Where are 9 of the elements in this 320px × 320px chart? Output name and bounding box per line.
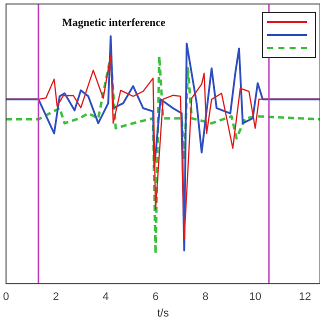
x-tick-label: 8 [202, 291, 208, 304]
x-tick-label: 12 [298, 291, 312, 304]
x-tick-label: 0 [2, 291, 10, 304]
text: Magnetic interference [62, 17, 166, 29]
x-tick-label: 4 [102, 291, 109, 304]
x-tick-label: 10 [249, 291, 262, 304]
x-tick-label: 2 [52, 291, 59, 304]
x-axis-title: t/s [157, 307, 170, 320]
x-tick-label: 6 [152, 291, 159, 304]
